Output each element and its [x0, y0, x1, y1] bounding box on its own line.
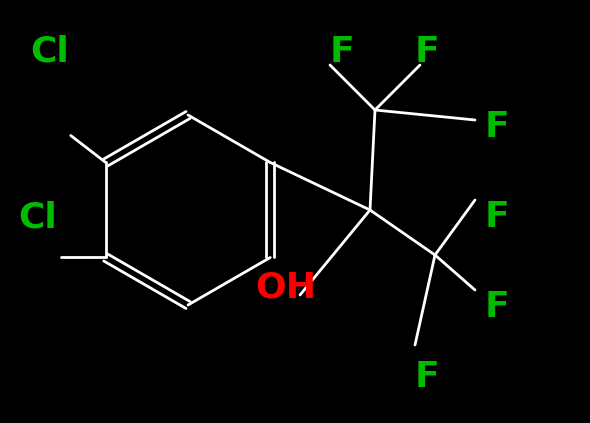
Text: F: F — [415, 35, 440, 69]
Text: Cl: Cl — [18, 200, 57, 234]
Text: Cl: Cl — [30, 35, 69, 69]
Text: F: F — [415, 360, 440, 394]
Text: F: F — [485, 290, 510, 324]
Text: F: F — [330, 35, 355, 69]
Text: F: F — [485, 110, 510, 144]
Text: OH: OH — [255, 270, 316, 304]
Text: F: F — [485, 200, 510, 234]
